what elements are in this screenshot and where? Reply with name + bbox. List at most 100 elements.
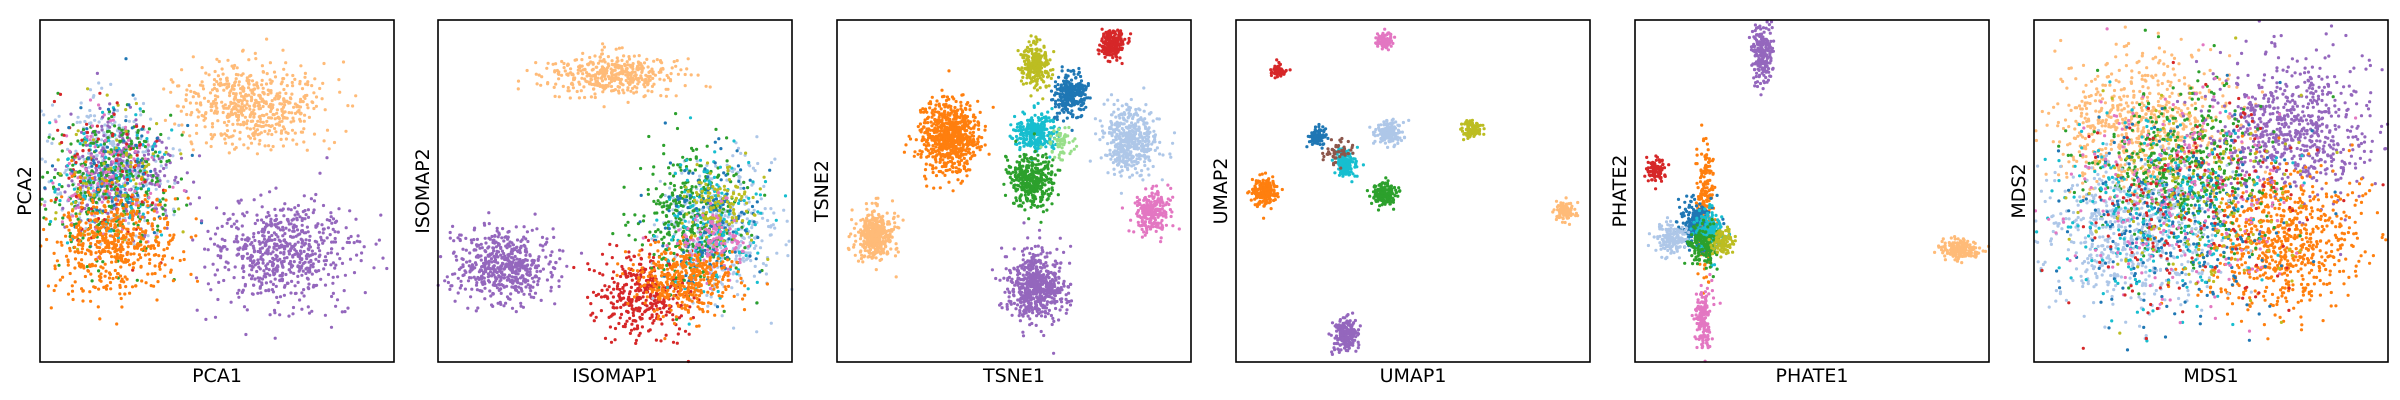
scatter-point	[126, 250, 130, 254]
scatter-point	[143, 219, 147, 223]
scatter-point	[528, 267, 532, 271]
scatter-point	[317, 259, 321, 263]
scatter-point	[50, 141, 54, 145]
scatter-point	[520, 274, 524, 278]
scatter-point	[102, 162, 106, 166]
scatter-point	[87, 190, 91, 195]
scatter-point	[129, 139, 133, 143]
scatter-point	[553, 94, 557, 98]
scatter-point	[280, 245, 284, 249]
scatter-point	[146, 221, 150, 225]
scatter-point	[113, 124, 117, 128]
scatter-point	[102, 113, 106, 117]
scatter-point	[622, 91, 626, 95]
scatter-point	[126, 212, 130, 216]
scatter-point	[231, 134, 235, 138]
scatter-point	[89, 272, 93, 276]
scatter-point	[354, 217, 358, 221]
scatter-point	[248, 127, 252, 131]
scatter-point	[674, 94, 678, 98]
scatter-point	[671, 297, 675, 301]
scatter-point	[233, 105, 237, 109]
scatter-point	[118, 157, 122, 161]
scatter-point	[173, 178, 177, 182]
scatter-point	[514, 275, 518, 279]
scatter-point	[118, 274, 123, 278]
scatter-point	[215, 80, 219, 84]
scatter-point	[109, 229, 113, 233]
scatter-point	[287, 228, 291, 232]
scatter-point	[88, 144, 92, 148]
scatter-point	[117, 202, 121, 206]
scatter-point	[117, 123, 121, 127]
scatter-point	[256, 231, 261, 235]
scatter-point	[99, 242, 103, 246]
scatter-point	[252, 283, 256, 287]
scatter-point	[105, 163, 109, 168]
scatter-point	[103, 123, 107, 127]
scatter-point	[249, 88, 253, 92]
scatter-point	[60, 140, 64, 145]
scatter-point	[53, 200, 57, 204]
scatter-point	[591, 74, 595, 78]
scatter-point	[314, 257, 318, 261]
scatter-point	[95, 124, 99, 128]
scatter-point	[310, 84, 314, 88]
scatter-point	[47, 135, 51, 139]
scatter-point	[311, 211, 315, 215]
scatter-point	[291, 138, 295, 142]
scatter-point	[260, 78, 264, 82]
scatter-point	[136, 193, 140, 197]
scatter-point	[634, 74, 638, 78]
scatter-point	[201, 84, 205, 88]
scatter-point	[301, 269, 305, 273]
scatter-point	[253, 137, 257, 141]
scatter-point	[506, 235, 510, 239]
scatter-point	[60, 185, 64, 189]
scatter-point	[139, 137, 143, 141]
scatter-point	[293, 131, 297, 135]
scatter-point	[110, 255, 114, 259]
scatter-point	[468, 270, 472, 274]
scatter-point	[154, 187, 158, 191]
scatter-point	[272, 113, 276, 117]
scatter-point	[528, 254, 532, 258]
scatter-point	[681, 155, 685, 159]
scatter-point	[341, 246, 345, 250]
scatter-point	[139, 158, 143, 162]
scatter-point	[144, 183, 148, 187]
scatter-point	[281, 234, 285, 238]
scatter-point	[265, 112, 269, 116]
scatter-point	[147, 252, 151, 256]
scatter-point	[92, 155, 96, 159]
scatter-point	[761, 262, 765, 266]
scatter-point	[185, 171, 189, 175]
scatter-point	[163, 189, 167, 193]
scatter-point	[245, 126, 249, 130]
scatter-point	[554, 82, 558, 86]
scatter-point	[530, 263, 534, 267]
scatter-point	[115, 322, 119, 326]
scatter-point	[344, 226, 348, 230]
scatter-point	[116, 166, 120, 171]
scatter-point	[648, 293, 653, 298]
scatter-point	[68, 149, 72, 153]
scatter-point	[620, 82, 624, 86]
scatter-point	[668, 186, 672, 190]
scatter-point	[753, 264, 757, 268]
scatter-point	[230, 224, 234, 228]
scatter-point	[136, 204, 140, 208]
scatter-point	[85, 265, 89, 269]
scatter-point	[131, 197, 135, 201]
scatter-point	[216, 119, 220, 123]
scatter-point	[348, 209, 352, 213]
scatter-point	[308, 270, 312, 274]
scatter-point	[298, 117, 302, 121]
scatter-point	[76, 155, 80, 159]
scatter-point	[144, 281, 148, 285]
scatter-point	[172, 233, 176, 237]
scatter-point	[92, 285, 96, 289]
scatter-point	[97, 255, 102, 259]
scatter-point	[146, 211, 150, 215]
scatter-point	[317, 243, 321, 247]
